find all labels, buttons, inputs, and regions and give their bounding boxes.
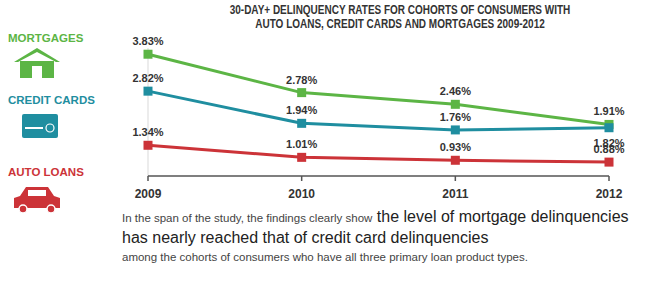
legend-label: CREDIT CARDS — [8, 94, 95, 106]
marker — [297, 88, 306, 97]
icon-wheel — [19, 205, 27, 213]
data-label: 3.83% — [132, 35, 163, 47]
legend-label: AUTO LOANS — [8, 166, 84, 178]
marker — [605, 158, 614, 167]
x-tick-label: 2010 — [288, 187, 315, 201]
x-tick-label: 2009 — [135, 187, 162, 201]
plot-area — [144, 50, 614, 167]
icon-window — [28, 190, 46, 196]
data-label: 2.82% — [132, 72, 163, 84]
x-tick-label: 2012 — [596, 187, 623, 201]
annotation-lead: In the span of the study, the findings c… — [122, 212, 372, 224]
page: {"chart_data": { "type": "line", "title"… — [0, 0, 664, 287]
data-label: 2.78% — [286, 74, 317, 86]
marker — [451, 125, 460, 134]
y-axis — [148, 48, 149, 176]
x-tick — [455, 176, 457, 181]
data-label: 2.46% — [440, 85, 471, 97]
data-label: 0.93% — [440, 141, 471, 153]
icon-door — [32, 66, 42, 78]
icon-body — [20, 61, 54, 78]
title: 30-DAY+ DELINQUENCY RATES FOR COHORTS OF… — [230, 3, 571, 16]
data-label: 1.91% — [593, 105, 624, 117]
x-tick — [608, 176, 610, 181]
series-line — [148, 54, 609, 124]
data-label: 1.76% — [440, 111, 471, 123]
marker — [297, 153, 306, 162]
icon-wheel — [47, 205, 55, 213]
legend-label: MORTGAGES — [8, 32, 84, 44]
data-labels: 3.83%2.78%2.46%1.91%2.82%1.94%1.76%1.82%… — [132, 35, 624, 155]
marker — [451, 156, 460, 165]
legend-icon — [22, 114, 58, 138]
series-line — [148, 91, 609, 130]
marker — [297, 119, 306, 128]
marker — [605, 123, 614, 132]
annotation-tail: among the cohorts of consumers who have … — [122, 248, 657, 266]
data-label: 1.01% — [286, 138, 317, 150]
legend-icon — [14, 187, 60, 213]
icon-stripe — [25, 127, 43, 129]
icon-card — [22, 114, 58, 138]
icon-chip — [46, 124, 54, 132]
marker — [144, 141, 153, 150]
data-label: 1.94% — [286, 104, 317, 116]
marker — [144, 50, 153, 59]
series-line — [148, 145, 609, 162]
x-tick — [147, 176, 149, 181]
marker — [144, 87, 153, 96]
marker — [451, 100, 460, 109]
x-axis — [148, 175, 609, 177]
icon-roof — [14, 48, 60, 62]
data-label: 1.34% — [132, 126, 163, 138]
x-tick-label: 2011 — [442, 187, 468, 201]
data-label: 0.88% — [593, 143, 624, 155]
annotation: In the span of the study, the findings c… — [122, 207, 657, 266]
title: AUTO LOANS, CREDIT CARDS AND MORTGAGES 2… — [255, 17, 544, 30]
x-tick — [301, 176, 303, 181]
legend-icon — [14, 48, 60, 78]
